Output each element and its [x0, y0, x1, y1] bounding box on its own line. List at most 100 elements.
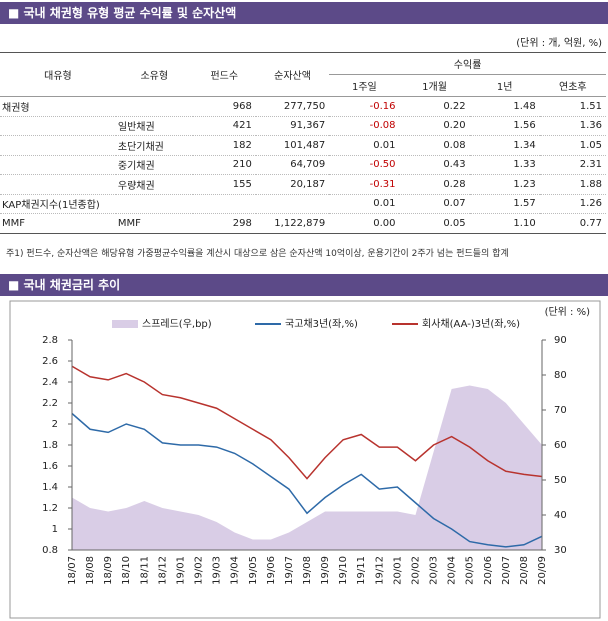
cell: 1.56 [469, 116, 540, 136]
y2-tick-label: 80 [554, 370, 567, 381]
line [71, 412, 543, 548]
group-header: 수익률 [329, 52, 606, 75]
y2-tick-label: 50 [554, 475, 567, 486]
cell: 182 [192, 135, 256, 156]
cell: 64,709 [255, 155, 330, 175]
section-title: ■ 국내 채권형 유형 평균 수익률 및 순자산액 [0, 2, 608, 24]
y-tick-label: 2.8 [42, 335, 58, 346]
cell: 1.33 [469, 155, 540, 175]
column-header: 펀드수 [192, 52, 256, 97]
legend-label: 국고채3년(좌,%) [285, 318, 358, 330]
x-tick-label: 19/05 [248, 556, 259, 585]
cell [0, 174, 116, 195]
line [71, 365, 543, 480]
table-row: 채권형 968 277,750 -0.16 0.22 1.48 1.51 [0, 96, 606, 117]
y-tick-label: 1.6 [42, 461, 58, 472]
cell: 0.22 [399, 96, 470, 117]
cell: 1.26 [539, 194, 606, 214]
x-tick-label: 19/01 [175, 556, 186, 585]
cell: 210 [192, 155, 256, 175]
cell: 968 [192, 96, 256, 117]
y-tick-label: 1 [52, 524, 58, 535]
cell: 20,187 [255, 174, 330, 195]
x-tick-label: 19/09 [320, 556, 331, 585]
x-tick-label: 19/12 [374, 556, 385, 585]
cell: 0.08 [399, 135, 470, 156]
x-tick-label: 20/03 [429, 556, 440, 585]
table: 대유형 소유형 펀드수 순자산액 수익률 1주일 1개월 1년 연초후 채권형 968 277,750… [0, 52, 606, 234]
x-tick-label: 19/08 [302, 556, 313, 585]
cell: 일반채권 [115, 116, 193, 136]
table-row: 일반채권 421 91,367 -0.08 0.20 1.56 1.36 [0, 116, 606, 136]
cell: 1.05 [539, 135, 606, 156]
cell [0, 135, 116, 156]
y-tick-label: 0.8 [42, 545, 58, 556]
legend-label: 스프레드(우,bp) [142, 318, 212, 330]
column-header: 소유형 [115, 52, 193, 97]
cell [115, 96, 193, 117]
x-tick-label: 18/12 [157, 556, 168, 585]
cell: 중기채권 [115, 155, 193, 175]
x-tick-label: 18/07 [67, 556, 78, 585]
y-tick-label: 2.6 [42, 356, 58, 367]
y2-tick-label: 40 [554, 510, 567, 521]
table-row: 우량채권 155 20,187 -0.31 0.28 1.23 1.88 [0, 174, 606, 195]
cell: 1.48 [469, 96, 540, 117]
column-header: 대유형 [0, 52, 116, 97]
cell: 1.34 [469, 135, 540, 156]
cell: -0.08 [329, 116, 400, 136]
cell [0, 116, 116, 136]
column-header: 1주일 [329, 74, 400, 97]
cell: 0.00 [329, 213, 400, 234]
unit: (단위 : 개, 억원, %) [516, 38, 602, 49]
column-header: 연초후 [539, 74, 606, 97]
cell: 0.20 [399, 116, 470, 136]
cell: 초단기채권 [115, 135, 193, 156]
cell: -0.50 [329, 155, 400, 175]
cell: 0.01 [329, 135, 400, 156]
x-tick-label: 20/08 [519, 556, 530, 585]
cell: MMF [115, 213, 193, 234]
column-header: 1개월 [399, 74, 470, 97]
cell: 채권형 [0, 96, 116, 117]
y2-tick-label: 30 [554, 545, 567, 556]
cell [192, 194, 256, 214]
cell: 2.31 [539, 155, 606, 175]
x-tick-label: 20/04 [447, 556, 458, 585]
header-row: 1주일 1개월 1년 연초후 [0, 74, 606, 97]
y2-tick-label: 90 [554, 335, 567, 346]
x-tick-label: 19/04 [230, 556, 241, 585]
column-header: 순자산액 [255, 52, 330, 97]
cell: MMF [0, 213, 116, 234]
x-tick-label: 20/06 [483, 556, 494, 585]
x-tick-label: 20/05 [465, 556, 476, 585]
cell: 1,122,879 [255, 213, 330, 234]
y-tick-label: 1.4 [42, 482, 58, 493]
cell: 0.77 [539, 213, 606, 234]
table-row: KAP채권지수(1년종합) 0.01 0.07 1.57 1.26 [0, 194, 606, 214]
cell [255, 194, 330, 214]
table-row: MMF MMF 298 1,122,879 0.00 0.05 1.10 0.77 [0, 213, 606, 234]
y2-tick-label: 70 [554, 405, 567, 416]
cell: 298 [192, 213, 256, 234]
cell: 0.07 [399, 194, 470, 214]
cell [0, 155, 116, 175]
legend-swatch [112, 320, 138, 328]
y-tick-label: 1.8 [42, 440, 58, 451]
x-tick-label: 19/03 [212, 556, 223, 585]
x-tick-label: 19/07 [284, 556, 295, 585]
cell: 101,487 [255, 135, 330, 156]
x-tick-label: 19/11 [356, 556, 367, 585]
cell: 1.10 [469, 213, 540, 234]
x-tick-label: 19/10 [338, 556, 349, 585]
x-tick-label: 18/11 [139, 556, 150, 585]
cell: 155 [192, 174, 256, 195]
cell: 0.43 [399, 155, 470, 175]
chart-frame [9, 300, 601, 619]
cell: -0.31 [329, 174, 400, 195]
cell: 421 [192, 116, 256, 136]
cell: KAP채권지수(1년종합) [0, 194, 116, 214]
footnote: 주1) 펀드수, 순자산액은 해당유형 가중평균수익률을 계산시 대상으로 삼은… [6, 249, 509, 259]
y-tick-label: 2.4 [42, 377, 58, 388]
unit: (단위 : %) [545, 305, 591, 318]
